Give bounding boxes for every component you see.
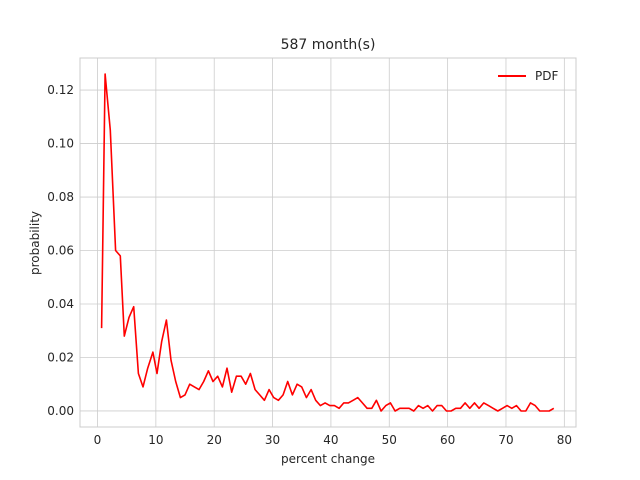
y-tick-label: 0.10 <box>47 137 74 151</box>
x-tick-label: 70 <box>498 433 513 447</box>
plot-frame <box>79 57 577 428</box>
x-tick-labels: 0 10 20 30 40 50 60 70 80 <box>94 433 572 447</box>
x-tick-label: 10 <box>148 433 163 447</box>
x-tick-label: 60 <box>440 433 455 447</box>
y-tick-label: 0.00 <box>47 404 74 418</box>
plot-area <box>80 58 576 427</box>
y-tick-label: 0.08 <box>47 190 74 204</box>
y-gridlines <box>80 89 576 412</box>
chart-title: 587 month(s) <box>281 37 376 53</box>
x-tick-label: 50 <box>382 433 397 447</box>
x-tick-label: 80 <box>557 433 572 447</box>
y-tick-labels: 0.00 0.02 0.04 0.06 0.08 0.10 0.12 <box>47 83 74 418</box>
x-axis-label: percent change <box>281 452 375 466</box>
y-tick-label: 0.06 <box>47 244 74 258</box>
y-tick-label: 0.04 <box>47 297 74 311</box>
y-tick-label: 0.02 <box>47 350 74 364</box>
y-axis-label: probability <box>28 211 42 275</box>
series-layer <box>100 73 555 412</box>
legend: PDF <box>498 69 558 83</box>
x-tick-label: 40 <box>323 433 338 447</box>
x-tick-label: 30 <box>265 433 280 447</box>
x-gridlines <box>97 58 565 427</box>
y-tick-label: 0.12 <box>47 83 74 97</box>
legend-label-pdf: PDF <box>535 69 558 83</box>
x-tick-label: 20 <box>207 433 222 447</box>
series-line-pdf <box>100 73 555 412</box>
x-tick-label: 0 <box>94 433 102 447</box>
